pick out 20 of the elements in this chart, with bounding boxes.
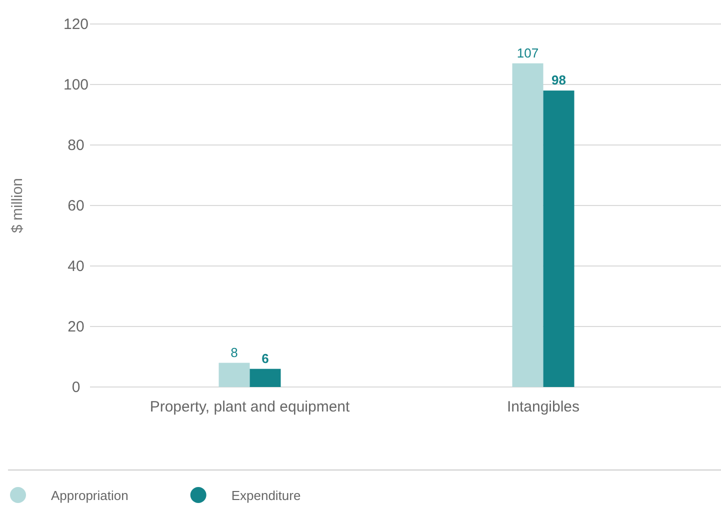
bar [218,362,250,387]
data-label: 98 [552,72,566,88]
legend-label: Expenditure [231,488,301,503]
data-label: 8 [230,344,238,360]
y-tick-label: 40 [68,258,84,275]
y-tick-label: 80 [68,136,84,154]
y-tick-label: 60 [68,197,84,214]
data-label: 107 [516,45,539,60]
x-tick-label: Intangibles [506,398,580,416]
bar [543,90,574,387]
y-axis-title: $ million [9,178,26,234]
data-label: 6 [262,350,269,366]
y-tick-label: 0 [72,378,80,396]
bar [512,63,544,387]
y-tick-label: 20 [68,318,84,336]
y-tick-label: 120 [63,16,89,33]
x-tick-label: Property, plant and equipment [150,398,350,416]
bar [250,368,281,387]
y-tick-label: 100 [63,76,89,94]
legend-label: Appropriation [51,488,128,503]
